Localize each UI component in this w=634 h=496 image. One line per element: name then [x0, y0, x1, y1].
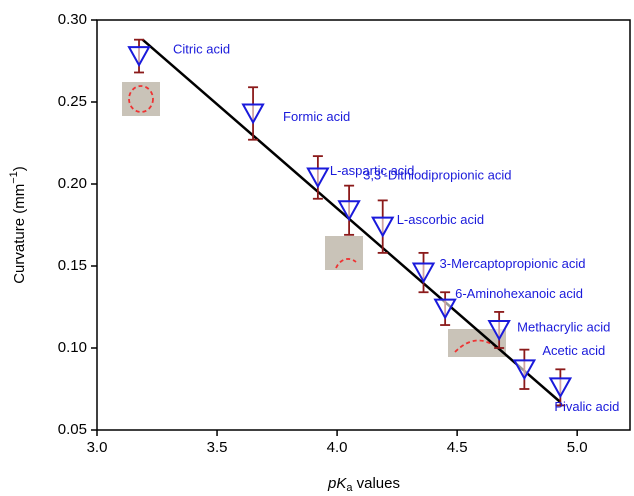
y-tick-label: 0.10 — [58, 339, 87, 356]
data-point — [411, 262, 436, 284]
x-tick-label: 4.0 — [327, 439, 348, 456]
point-label: Formic acid — [283, 109, 350, 124]
point-label: Methacrylic acid — [517, 319, 610, 334]
fit-line — [141, 38, 562, 404]
x-label-part: a — [346, 482, 353, 494]
data-point — [548, 377, 573, 399]
y-tick-label: 0.30 — [58, 11, 87, 28]
x-tick-label: 4.5 — [447, 439, 468, 456]
point-label: L-ascorbic acid — [397, 212, 484, 227]
y-tick-label: 0.25 — [58, 93, 87, 110]
data-point — [512, 359, 537, 381]
inset-image — [325, 236, 363, 270]
data-point — [487, 319, 511, 342]
point-label: L-aspartic acid — [330, 163, 415, 178]
point-label: 6-Aminohexanoic acid — [455, 286, 583, 301]
point-label: 3,3′-Dithiodipropionic acid — [363, 168, 511, 183]
x-label-part: values — [352, 475, 400, 492]
data-point — [337, 200, 361, 222]
x-label-part: p — [327, 475, 336, 492]
inset-image — [122, 82, 160, 116]
point-label: 3-Mercaptopropionic acid — [440, 256, 586, 271]
x-axis-label: pKa values — [327, 475, 400, 494]
inset-arc — [335, 258, 357, 269]
point-label: Pivalic acid — [554, 399, 619, 414]
point-label: Acetic acid — [542, 343, 605, 358]
y-tick-label: 0.15 — [58, 257, 87, 274]
data-point — [127, 46, 151, 68]
data-point — [371, 216, 395, 238]
x-label-part: K — [336, 475, 347, 492]
data-point — [241, 103, 265, 125]
y-tick-label: 0.05 — [58, 421, 87, 438]
x-tick-label: 5.0 — [567, 439, 588, 456]
inset-arc — [128, 85, 154, 113]
y-label-part: ) — [11, 166, 28, 171]
data-point — [433, 298, 457, 320]
y-label-part: Curvature (mm — [11, 184, 28, 284]
insets — [122, 82, 506, 357]
point-label: Citric acid — [173, 42, 230, 57]
data-point — [306, 167, 330, 189]
plot-frame — [96, 19, 631, 431]
y-label-part: −1 — [8, 171, 20, 184]
y-tick-label: 0.20 — [58, 175, 87, 192]
x-tick-label: 3.0 — [87, 439, 108, 456]
y-axis-label: Curvature (mm−1) — [8, 166, 28, 284]
x-tick-label: 3.5 — [207, 439, 228, 456]
